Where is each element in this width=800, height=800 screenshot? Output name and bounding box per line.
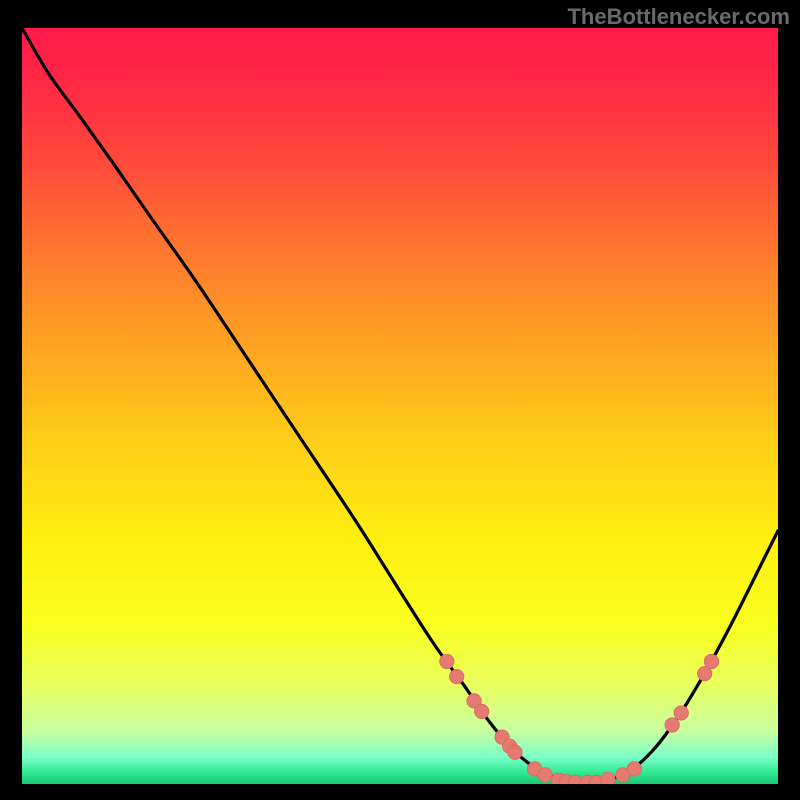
bottleneck-curve-chart	[22, 28, 778, 784]
data-marker	[674, 706, 688, 720]
chart-container: { "watermark": { "text": "TheBottlenecke…	[0, 0, 800, 800]
data-marker	[704, 654, 718, 668]
data-marker	[440, 654, 454, 668]
data-marker	[665, 718, 679, 732]
data-marker	[538, 768, 552, 782]
data-marker	[601, 772, 615, 784]
data-marker	[627, 762, 641, 776]
data-marker	[450, 669, 464, 683]
data-marker	[508, 745, 522, 759]
watermark-text: TheBottlenecker.com	[567, 4, 790, 30]
data-marker	[474, 704, 488, 718]
gradient-background	[22, 28, 778, 784]
